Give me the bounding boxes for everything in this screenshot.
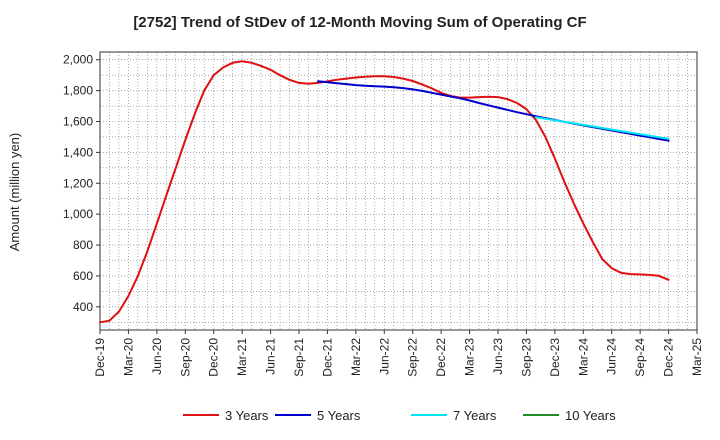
y-tick-label: 1,800 xyxy=(63,84,93,98)
x-tick-label: Dec-24 xyxy=(662,338,676,377)
legend-label: 5 Years xyxy=(317,408,361,423)
legend-label: 7 Years xyxy=(453,408,497,423)
series-line-7-years xyxy=(534,116,670,140)
y-tick-label: 1,200 xyxy=(63,176,93,190)
plot-area xyxy=(99,51,698,331)
x-tick-label: Dec-21 xyxy=(320,338,334,377)
x-tick-label: Sep-23 xyxy=(519,338,533,377)
x-tick-label: Mar-21 xyxy=(235,338,249,376)
x-tick-label: Jun-22 xyxy=(377,338,391,375)
y-tick-label: 1,400 xyxy=(63,145,93,159)
x-tick-label: Sep-24 xyxy=(633,338,647,377)
y-tick-label: 1,600 xyxy=(63,115,93,129)
legend: 3 Years 5 Years 7 Years 10 Years xyxy=(183,408,616,423)
legend-label: 10 Years xyxy=(565,408,616,423)
series-line-3-years xyxy=(99,60,670,324)
x-tick-label: Sep-22 xyxy=(406,338,420,377)
x-tick-label: Jun-23 xyxy=(491,338,505,375)
x-tick-label: Sep-20 xyxy=(178,338,192,377)
x-tick-label: Jun-20 xyxy=(150,338,164,375)
y-tick-label: 600 xyxy=(73,269,93,283)
x-tick-label: Mar-23 xyxy=(463,338,477,376)
series-group xyxy=(99,60,670,324)
x-tick-label: Jun-21 xyxy=(264,338,278,375)
x-tick-label: Mar-22 xyxy=(349,338,363,376)
x-tick-label: Mar-20 xyxy=(121,338,135,376)
y-tick-label: 800 xyxy=(73,238,93,252)
x-tick-label: Dec-23 xyxy=(548,338,562,377)
x-tick-label: Mar-25 xyxy=(690,338,704,376)
legend-label: 3 Years xyxy=(225,408,269,423)
chart-title: [2752] Trend of StDev of 12-Month Moving… xyxy=(133,14,587,31)
y-tick-label: 2,000 xyxy=(63,53,93,67)
series-line-5-years xyxy=(317,80,670,142)
y-tick-label: 1,000 xyxy=(63,207,93,221)
y-axis: 400 600 800 1,000 1,200 1,400 1,600 1,800 2,000 xyxy=(63,53,100,314)
x-tick-label: Dec-22 xyxy=(434,338,448,377)
y-axis-label: Amount (million yen) xyxy=(7,133,22,252)
x-tick-label: Mar-24 xyxy=(576,338,590,376)
x-tick-label: Dec-20 xyxy=(207,338,221,377)
x-tick-label: Sep-21 xyxy=(292,338,306,377)
x-axis: Dec-19 Mar-20 Jun-20 Sep-20 Dec-20 Mar-21 Jun-… xyxy=(93,330,704,377)
x-tick-label: Dec-19 xyxy=(93,338,107,377)
grid xyxy=(99,52,698,330)
y-tick-label: 400 xyxy=(73,300,93,314)
x-tick-label: Jun-24 xyxy=(605,338,619,375)
